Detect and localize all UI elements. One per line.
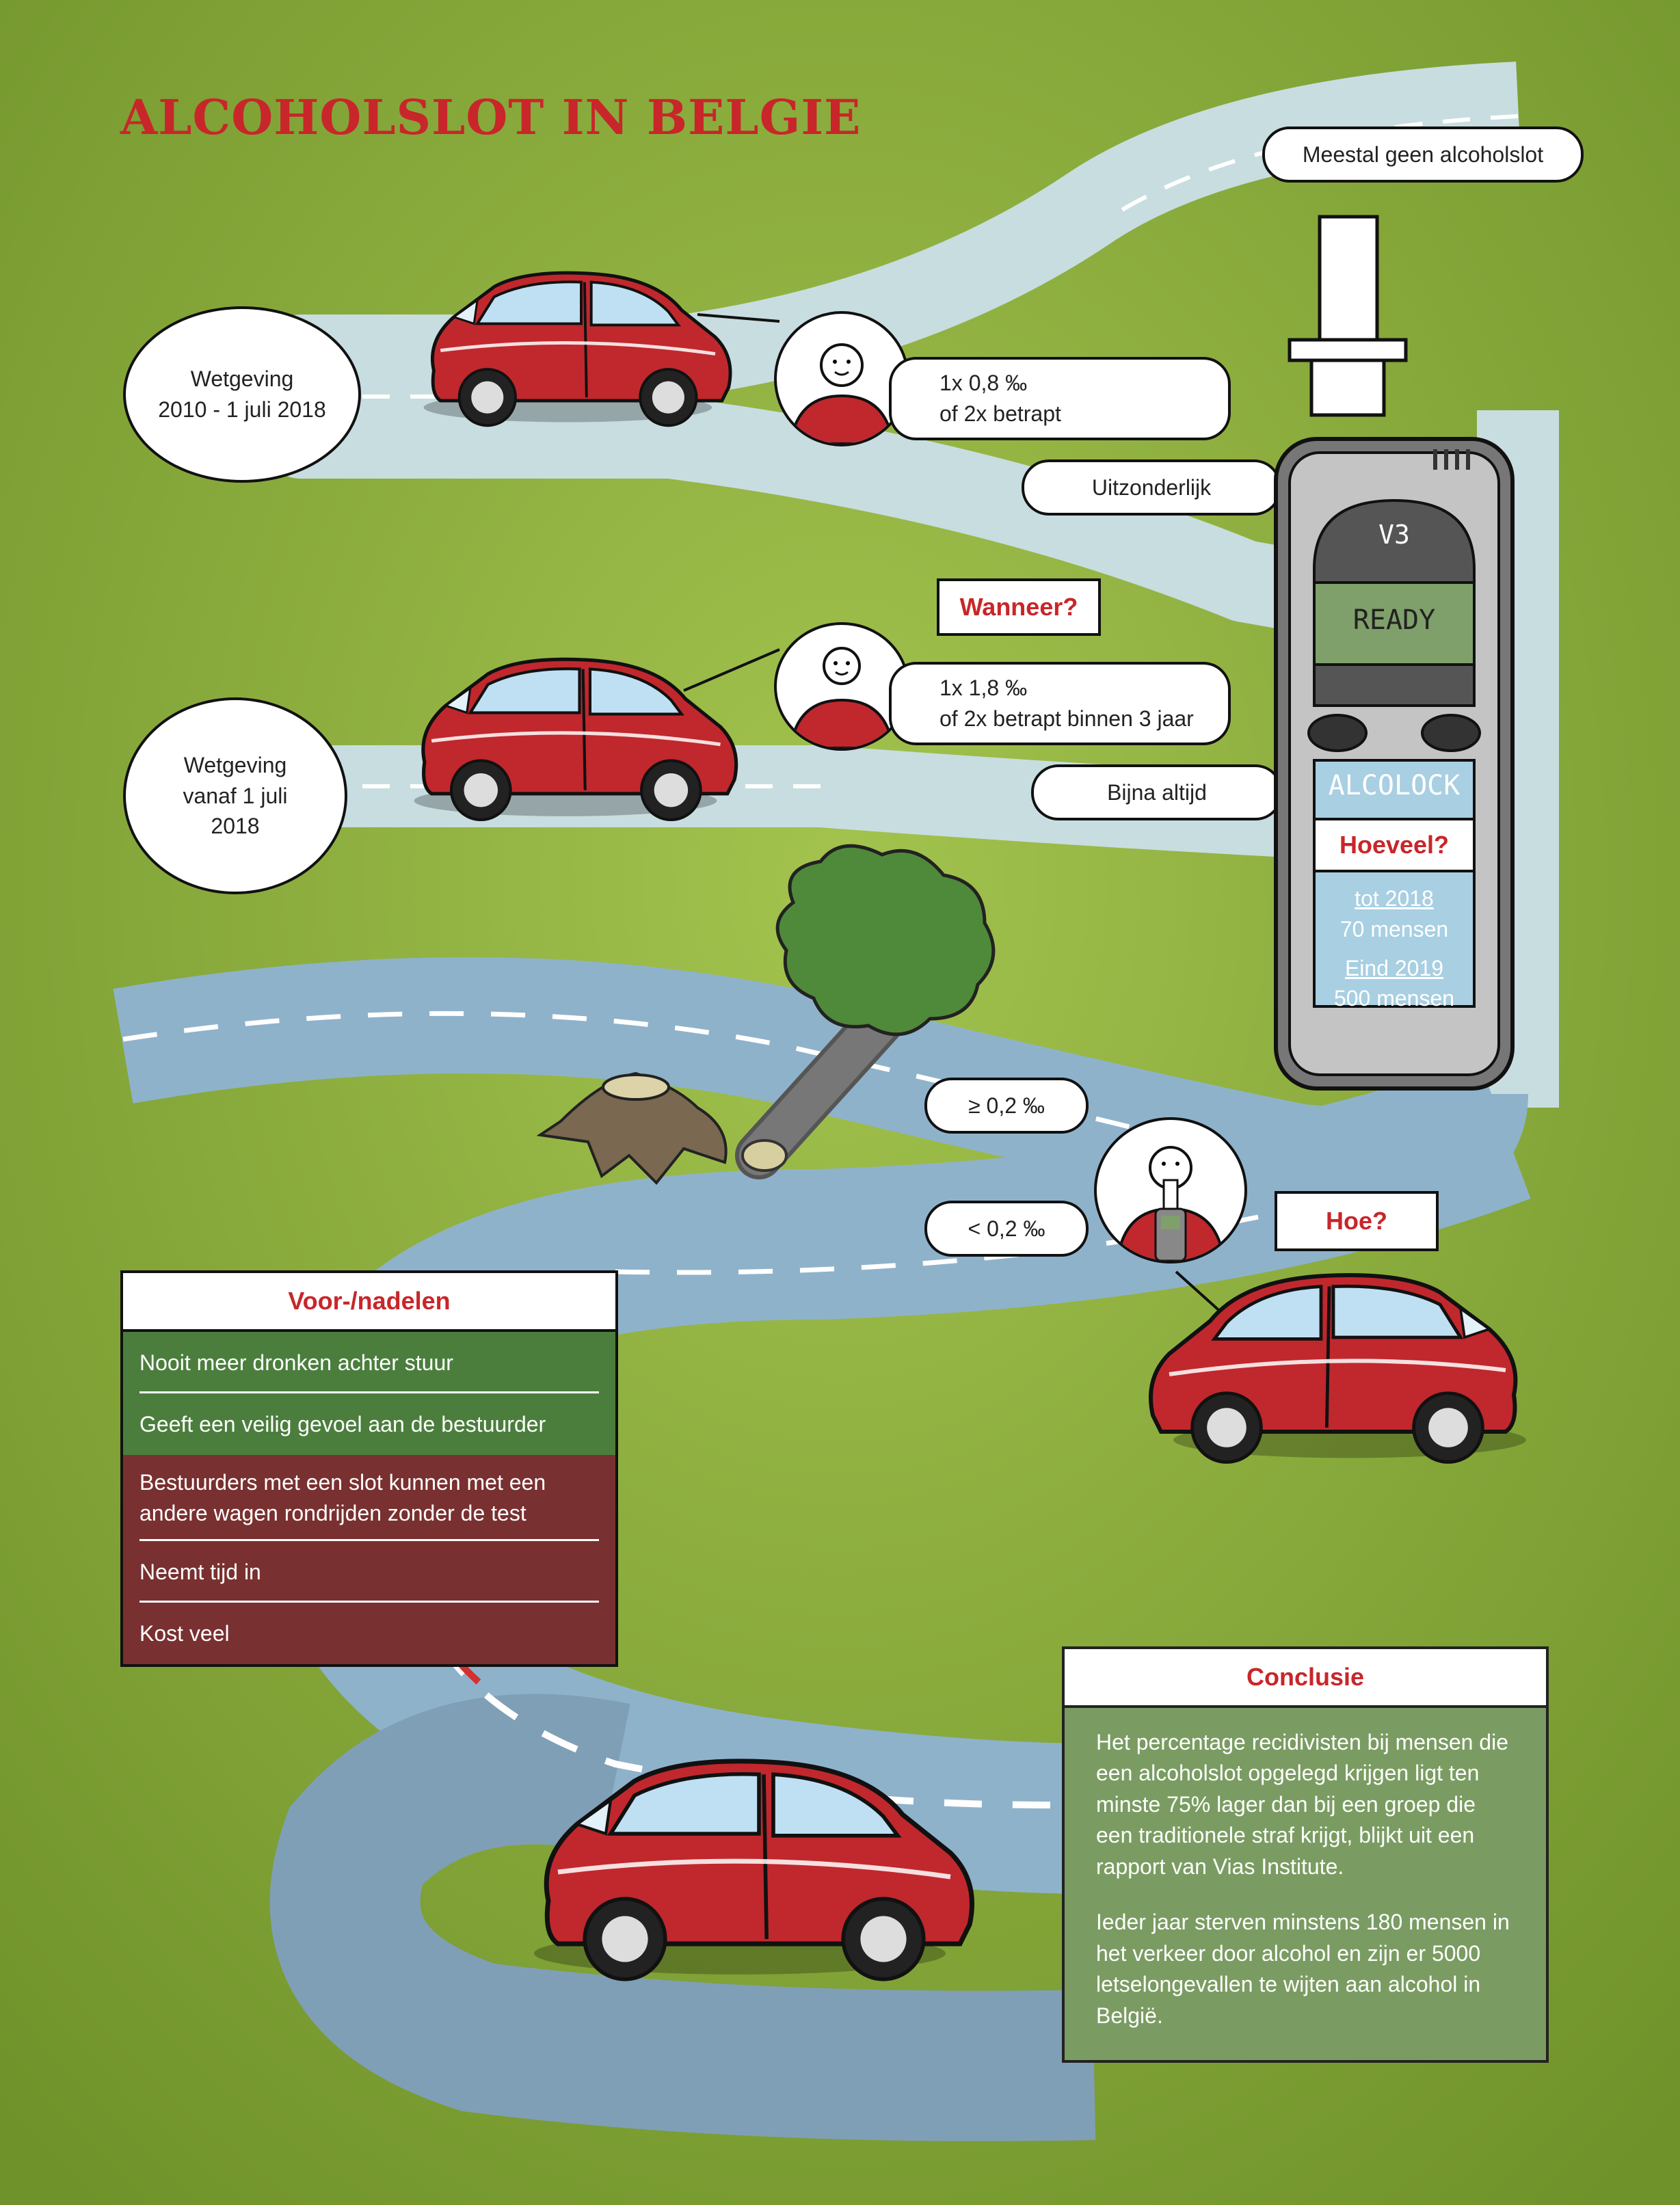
how-many-heading: Hoeveel? [1313, 818, 1476, 872]
threshold-high: ≥ 0,2 ‰ [924, 1078, 1089, 1134]
driver-portrait-icon [774, 622, 909, 751]
law-old-label: Wetgeving 2010 - 1 juli 2018 [123, 306, 361, 483]
stat-value: 500 mensen [1333, 986, 1455, 1011]
stat-period: Eind 2019 [1344, 955, 1444, 980]
conclusion-paragraph: Ieder jaar sterven minstens 180 mensen i… [1096, 1910, 1510, 2028]
alcolock-device: V3 READY ALCOLOCK Hoeveel? tot 2018 70 m… [1269, 213, 1519, 1095]
driver-blowing-icon [1094, 1117, 1247, 1264]
conclusion-paragraph: Het percentage recidivisten bij mensen d… [1096, 1730, 1508, 1879]
how-heading: Hoe? [1275, 1191, 1439, 1251]
con-item: Bestuurders met een slot kunnen met een … [123, 1455, 615, 1541]
pros-cons-header: Voor-/nadelen [123, 1273, 615, 1332]
device-stats: tot 2018 70 mensen Eind 2019 500 mensen [1314, 883, 1474, 1014]
con-item: Kost veel [123, 1603, 615, 1664]
driver-portrait-icon [774, 311, 909, 446]
conclusion-panel: Conclusie Het percentage recidivisten bi… [1062, 1646, 1549, 2063]
conclusion-header: Conclusie [1065, 1649, 1546, 1708]
pros-cons-panel: Voor-/nadelen Nooit meer dronken achter … [120, 1270, 618, 1667]
pro-item: Geeft een veilig gevoel aan de bestuurde… [123, 1393, 615, 1455]
law-new-label: Wetgeving vanaf 1 juli 2018 [123, 697, 347, 894]
law-old-outcome: Uitzonderlijk [1022, 459, 1281, 516]
fallen-tree [735, 844, 996, 1179]
stat-period: tot 2018 [1355, 886, 1434, 911]
page-title: ALCOHOLSLOT IN BELGIE [120, 89, 862, 146]
top-outcome-label: Meestal geen alcoholslot [1262, 126, 1584, 183]
law-new-condition: 1x 1,8 ‰ of 2x betrapt binnen 3 jaar [889, 662, 1231, 745]
con-item: Neemt tijd in [123, 1541, 615, 1603]
device-model: V3 [1378, 520, 1410, 550]
stat-value: 70 mensen [1339, 916, 1449, 941]
threshold-low: < 0,2 ‰ [924, 1201, 1089, 1257]
device-screen: READY [1352, 604, 1436, 636]
tree-stump [536, 1071, 728, 1185]
pro-item: Nooit meer dronken achter stuur [123, 1332, 615, 1393]
when-heading: Wanneer? [937, 578, 1101, 636]
law-new-outcome: Bijna altijd [1031, 764, 1283, 820]
law-old-condition: 1x 0,8 ‰ of 2x betrapt [889, 357, 1231, 440]
device-brand: ALCOLOCK [1328, 770, 1461, 801]
